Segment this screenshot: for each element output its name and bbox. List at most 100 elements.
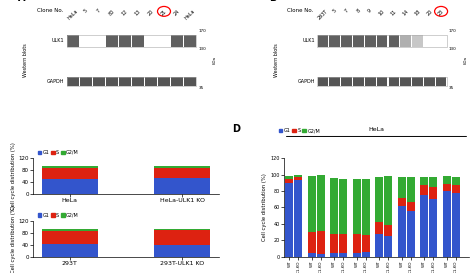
Bar [42,244,98,257]
Text: 24: 24 [173,8,181,16]
Text: 170: 170 [449,29,456,33]
Bar [330,178,338,234]
FancyBboxPatch shape [171,77,183,86]
FancyBboxPatch shape [318,77,328,86]
Text: 23: 23 [437,8,445,16]
Bar [420,195,428,257]
Text: Western blots: Western blots [274,43,279,76]
FancyBboxPatch shape [389,35,399,47]
Bar [452,192,460,257]
FancyBboxPatch shape [67,77,79,86]
Text: kDa: kDa [464,56,467,64]
Bar [384,236,392,257]
Text: 21: 21 [160,8,168,16]
FancyBboxPatch shape [93,77,105,86]
FancyBboxPatch shape [341,35,352,47]
FancyBboxPatch shape [424,77,435,86]
Text: 11: 11 [390,8,398,16]
FancyBboxPatch shape [365,77,375,86]
Bar [362,252,370,257]
Text: 14: 14 [401,8,410,16]
Text: 9: 9 [367,8,373,14]
Bar [285,176,293,179]
Bar [429,177,437,187]
Bar [398,206,406,257]
Bar [154,229,210,230]
FancyBboxPatch shape [412,35,423,47]
Bar [407,177,415,202]
Text: 7: 7 [96,8,102,14]
FancyBboxPatch shape [401,77,411,86]
Bar [308,253,316,257]
Text: 5: 5 [332,8,337,14]
Text: Clone No.: Clone No. [37,8,63,13]
Y-axis label: Cell cycle distribution (%): Cell cycle distribution (%) [263,173,267,241]
Bar [429,187,437,199]
FancyBboxPatch shape [353,77,364,86]
Text: GAPDH: GAPDH [47,79,65,84]
Text: 20: 20 [425,8,433,16]
Bar [42,229,98,231]
Bar [443,191,451,257]
Text: ULK1: ULK1 [52,38,65,43]
FancyBboxPatch shape [171,35,183,47]
Bar [407,202,415,212]
Bar [375,222,383,235]
Bar [398,198,406,206]
FancyBboxPatch shape [158,77,170,86]
Bar [362,235,370,252]
Legend: G1, S, G2/M: G1, S, G2/M [36,211,81,219]
FancyBboxPatch shape [119,35,131,47]
Bar [285,179,293,183]
Bar [154,168,210,179]
Text: 8: 8 [356,8,361,14]
Bar [42,231,98,244]
Bar [317,175,325,231]
FancyBboxPatch shape [377,77,387,86]
Bar [285,183,293,257]
Bar [443,184,451,191]
FancyBboxPatch shape [353,35,364,47]
Bar [362,179,370,235]
FancyBboxPatch shape [377,35,387,47]
Text: GAPDH: GAPDH [298,79,315,84]
Bar [317,231,325,254]
Text: 35: 35 [449,86,454,90]
FancyBboxPatch shape [145,77,157,86]
Bar [308,232,316,253]
FancyBboxPatch shape [184,77,196,86]
Text: Clone No.: Clone No. [287,8,314,13]
FancyBboxPatch shape [119,77,131,86]
Text: 35: 35 [198,86,204,90]
FancyBboxPatch shape [329,35,340,47]
Bar [330,234,338,253]
Legend: G1, S, G2/M: G1, S, G2/M [277,126,322,135]
Bar [339,235,347,253]
Bar [384,176,392,225]
FancyBboxPatch shape [67,35,79,47]
Bar [398,177,406,198]
Text: 170: 170 [198,29,206,33]
Bar [154,245,210,257]
Bar [294,180,302,257]
FancyBboxPatch shape [184,35,196,47]
Bar [154,230,210,245]
Bar [420,185,428,195]
Bar [294,175,302,177]
Text: 80: 80 [108,8,116,16]
Bar [42,179,98,194]
Bar [407,212,415,257]
Text: HeLa: HeLa [184,8,196,21]
Bar [353,179,361,235]
Bar [420,177,428,185]
Text: D: D [232,124,240,134]
Bar [154,166,210,168]
Bar [42,168,98,179]
Bar [384,225,392,236]
FancyBboxPatch shape [106,77,118,86]
Bar [452,185,460,192]
Y-axis label: Cell cycle distribution (%): Cell cycle distribution (%) [11,142,16,210]
FancyBboxPatch shape [412,77,423,86]
Text: HeLa: HeLa [67,8,79,21]
Bar [452,177,460,185]
